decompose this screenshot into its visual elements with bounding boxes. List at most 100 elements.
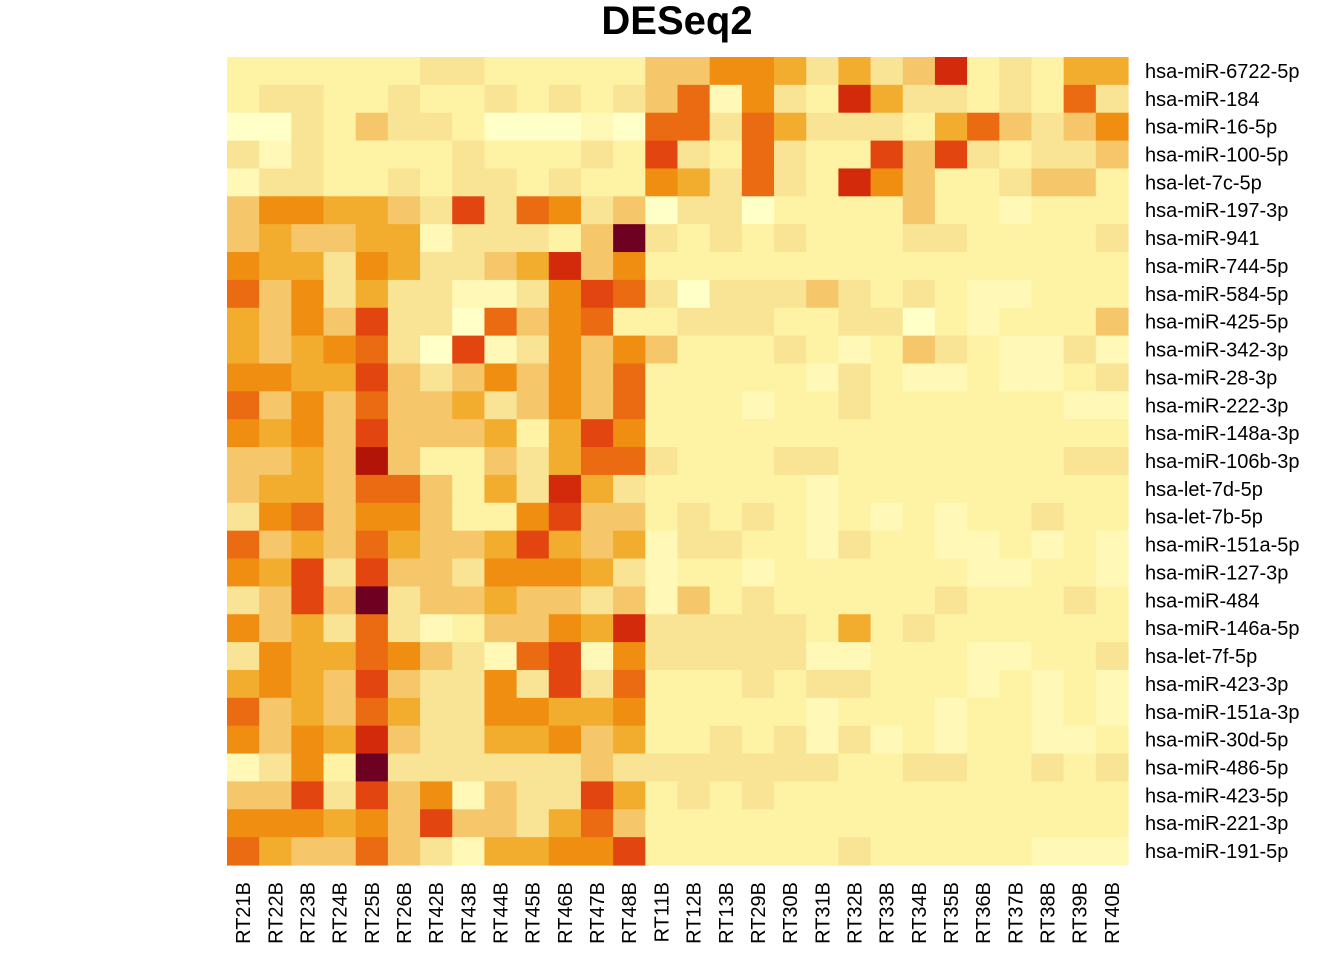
heatmap-cell bbox=[323, 558, 357, 587]
heatmap-cell bbox=[420, 57, 453, 86]
heatmap-cell bbox=[741, 447, 775, 476]
heatmap-cell bbox=[580, 697, 614, 727]
heatmap-cell bbox=[259, 642, 292, 671]
heatmap-cell bbox=[870, 196, 904, 225]
heatmap-cell bbox=[323, 837, 357, 866]
heatmap-cell bbox=[934, 725, 968, 755]
heatmap-cell bbox=[484, 307, 518, 337]
heatmap-cell bbox=[1095, 419, 1129, 448]
heatmap-cell bbox=[452, 809, 486, 838]
heatmap-cell bbox=[323, 196, 357, 225]
heatmap-cell bbox=[1031, 669, 1065, 699]
heatmap-cell bbox=[548, 474, 582, 504]
heatmap-cell bbox=[934, 614, 968, 643]
heatmap-cell bbox=[806, 502, 839, 532]
heatmap-cell bbox=[1031, 391, 1065, 420]
heatmap-cell bbox=[1095, 447, 1129, 476]
heatmap-cell bbox=[774, 419, 807, 448]
heatmap-cell bbox=[677, 279, 711, 309]
heatmap-cell bbox=[259, 168, 292, 197]
heatmap-cell bbox=[774, 809, 807, 838]
heatmap-cell bbox=[1095, 474, 1129, 504]
heatmap-cell bbox=[999, 168, 1033, 197]
column-labels: RT21B RT22B RT23B RT24B RT25B RT26B RT42B RT43B… bbox=[233, 882, 1124, 944]
heatmap-cell bbox=[902, 335, 936, 365]
heatmap-cell bbox=[323, 586, 357, 615]
heatmap-cell bbox=[291, 642, 325, 671]
heatmap-cell bbox=[645, 252, 679, 281]
heatmap-cell bbox=[902, 614, 936, 643]
heatmap-cell bbox=[387, 530, 421, 560]
heatmap-cell bbox=[1095, 753, 1129, 783]
heatmap-cell bbox=[677, 447, 711, 476]
heatmap-cell bbox=[227, 697, 260, 727]
heatmap-cell bbox=[806, 586, 839, 615]
heatmap-cell bbox=[420, 586, 453, 615]
heatmap-cell bbox=[806, 837, 839, 866]
heatmap-cell bbox=[806, 725, 839, 755]
heatmap-cell bbox=[902, 224, 936, 253]
heatmap-cell bbox=[967, 363, 1000, 392]
column-label: RT30B bbox=[780, 882, 802, 944]
heatmap-cell bbox=[420, 363, 453, 392]
column-label: RT45B bbox=[523, 882, 545, 944]
heatmap-cell bbox=[1095, 809, 1129, 838]
heatmap-cell bbox=[259, 335, 292, 365]
heatmap-cell bbox=[774, 307, 807, 337]
heatmap-cell bbox=[227, 447, 260, 476]
heatmap-cell bbox=[967, 530, 1000, 560]
heatmap-cell bbox=[580, 419, 614, 448]
heatmap-cell bbox=[420, 614, 453, 643]
heatmap-cell bbox=[323, 725, 357, 755]
heatmap-cell bbox=[774, 57, 807, 86]
heatmap-cell bbox=[870, 697, 904, 727]
heatmap-cell bbox=[420, 112, 453, 142]
heatmap-cell bbox=[580, 447, 614, 476]
heatmap-cell bbox=[227, 307, 260, 337]
heatmap-cell bbox=[709, 753, 743, 783]
heatmap-cell bbox=[870, 335, 904, 365]
heatmap-cell bbox=[741, 112, 775, 142]
heatmap-cell bbox=[741, 196, 775, 225]
heatmap-cell bbox=[838, 781, 872, 810]
row-label: hsa-miR-191-5p bbox=[1145, 841, 1288, 863]
heatmap-cell bbox=[902, 697, 936, 727]
heatmap-cell bbox=[1031, 781, 1065, 810]
heatmap-cell bbox=[259, 614, 292, 643]
row-label: hsa-miR-484 bbox=[1145, 590, 1259, 612]
heatmap-cell bbox=[420, 252, 453, 281]
heatmap-cell bbox=[484, 447, 518, 476]
heatmap-cell bbox=[741, 168, 775, 197]
heatmap-cell bbox=[259, 809, 292, 838]
heatmap-cell bbox=[1031, 753, 1065, 783]
heatmap-cell bbox=[548, 279, 582, 309]
heatmap-cell bbox=[838, 614, 872, 643]
heatmap-cell bbox=[999, 474, 1033, 504]
heatmap-cell bbox=[387, 57, 421, 86]
heatmap-cell bbox=[227, 753, 260, 783]
heatmap-cell bbox=[1031, 642, 1065, 671]
heatmap-cell bbox=[548, 168, 582, 197]
heatmap-cell bbox=[452, 391, 486, 420]
heatmap-cell bbox=[709, 419, 743, 448]
heatmap-cell bbox=[1031, 140, 1065, 170]
heatmap-cell bbox=[580, 502, 614, 532]
heatmap-cell bbox=[548, 57, 582, 86]
heatmap-cell bbox=[613, 196, 646, 225]
heatmap-cell bbox=[709, 335, 743, 365]
column-label: RT31B bbox=[812, 882, 834, 944]
heatmap-cell bbox=[259, 669, 292, 699]
heatmap-cell bbox=[516, 614, 550, 643]
heatmap-cell bbox=[677, 614, 711, 643]
heatmap-cell bbox=[934, 669, 968, 699]
heatmap-cell bbox=[806, 168, 839, 197]
heatmap-cell bbox=[838, 530, 872, 560]
heatmap-cell bbox=[1095, 224, 1129, 253]
heatmap-cell bbox=[355, 837, 389, 866]
heatmap-cell bbox=[1063, 614, 1097, 643]
heatmap-cell bbox=[967, 669, 1000, 699]
heatmap-cell bbox=[934, 642, 968, 671]
heatmap-cell bbox=[709, 140, 743, 170]
heatmap-cell bbox=[420, 753, 453, 783]
heatmap-cell bbox=[613, 502, 646, 532]
